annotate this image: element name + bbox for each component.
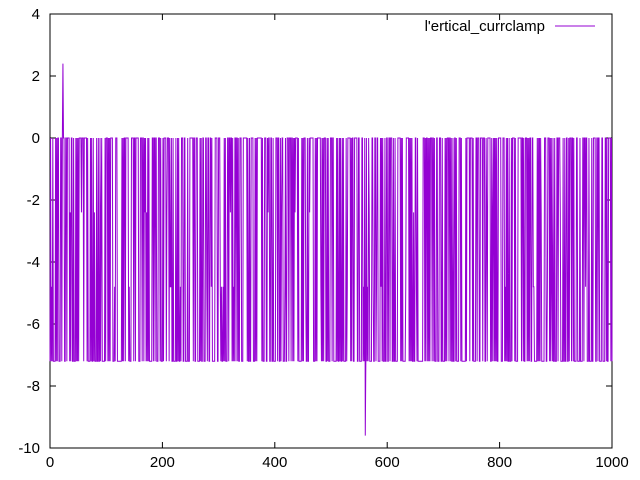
- series-group: [49, 63, 613, 436]
- legend: l'ertical_currclamp: [425, 18, 595, 35]
- y-tick-label: 4: [32, 6, 40, 23]
- y-tick-label: -4: [27, 254, 40, 271]
- y-tick-label: -8: [27, 378, 40, 395]
- y-tick-label: -6: [27, 316, 40, 333]
- x-tick-label: 0: [46, 454, 54, 471]
- y-tick-label: 2: [32, 68, 40, 85]
- x-tick-label: 800: [487, 454, 512, 471]
- x-tick-label: 200: [150, 454, 175, 471]
- x-tick-label: 1000: [595, 454, 628, 471]
- series-line: [49, 63, 613, 436]
- legend-label: l'ertical_currclamp: [425, 18, 545, 35]
- x-tick-label: 400: [262, 454, 287, 471]
- x-tick-label: 600: [375, 454, 400, 471]
- y-tick-label: 0: [32, 130, 40, 147]
- y-tick-label: -2: [27, 192, 40, 209]
- y-tick-label: -10: [18, 440, 40, 457]
